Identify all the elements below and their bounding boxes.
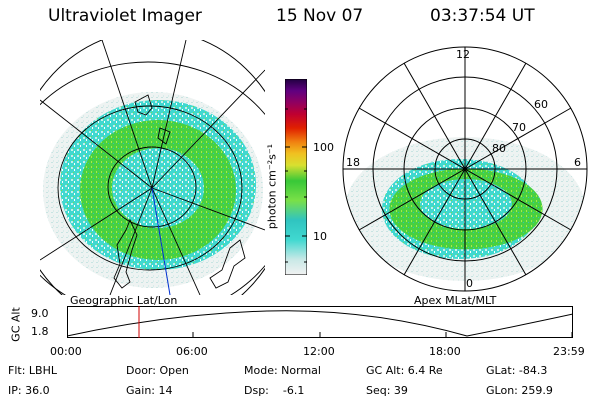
colorbar-gradient bbox=[284, 78, 308, 276]
gain-value: Gain: 14 bbox=[126, 384, 173, 397]
observation-time: 03:37:54 UT bbox=[430, 6, 535, 26]
mlt-label-0: 0 bbox=[466, 277, 473, 290]
colorbar bbox=[284, 78, 308, 276]
meridians bbox=[40, 40, 265, 295]
apex-caption: Apex MLat/MLT bbox=[414, 294, 497, 307]
filter-value: Flt: LBHL bbox=[8, 364, 57, 377]
colorbar-tick-100: 100 bbox=[313, 141, 334, 154]
door-status: Door: Open bbox=[126, 364, 189, 377]
altitude-curve-plot bbox=[66, 306, 574, 338]
mlt-label-18: 18 bbox=[346, 156, 360, 169]
geographic-image-panel bbox=[40, 40, 265, 295]
coastline bbox=[113, 94, 246, 289]
colorbar-tick-10: 10 bbox=[313, 230, 327, 243]
local-noon-meridian bbox=[151, 187, 171, 295]
time-tick-0600: 06:00 bbox=[176, 345, 208, 358]
latitude-circle bbox=[57, 105, 243, 271]
time-tick-2359: 23:59 bbox=[553, 345, 585, 358]
auroral-oval-green bbox=[80, 120, 236, 260]
time-tick-1800: 18:00 bbox=[429, 345, 461, 358]
geographic-map bbox=[40, 40, 265, 295]
mode-value: Mode: Normal bbox=[244, 364, 321, 377]
colorbar-unit-label: photon cm⁻²s⁻¹ bbox=[265, 143, 279, 230]
geographic-caption: Geographic Lat/Lon bbox=[70, 294, 178, 307]
polar-mlat-mlt-plot bbox=[342, 46, 588, 292]
altitude-ytick-max: 9.0 bbox=[31, 307, 49, 320]
ip-value: IP: 36.0 bbox=[8, 384, 50, 397]
glon-value: GLon: 259.9 bbox=[486, 384, 553, 397]
time-tick-1200: 12:00 bbox=[303, 345, 335, 358]
instrument-title: Ultraviolet Imager bbox=[48, 6, 202, 26]
polar-grid bbox=[342, 46, 588, 292]
mlt-label-12: 12 bbox=[456, 48, 470, 61]
altitude-timeline-plot bbox=[66, 306, 574, 338]
altitude-ylabel: GC Alt bbox=[9, 307, 23, 342]
time-tick-0000: 00:00 bbox=[50, 345, 82, 358]
sequence-value: Seq: 39 bbox=[366, 384, 408, 397]
mlat-label-70: 70 bbox=[512, 121, 526, 134]
mlat-label-80: 80 bbox=[492, 142, 506, 155]
mlt-label-6: 6 bbox=[574, 156, 581, 169]
polar-oval-green bbox=[389, 168, 543, 250]
mlat-label-60: 60 bbox=[534, 98, 548, 111]
latitude-circle bbox=[40, 61, 265, 295]
observation-date: 15 Nov 07 bbox=[276, 6, 364, 26]
polar-image-panel bbox=[340, 44, 590, 294]
gc-alt-value: GC Alt: 6.4 Re bbox=[366, 364, 443, 377]
altitude-ytick-min: 1.8 bbox=[31, 325, 49, 338]
altitude-curve bbox=[66, 310, 574, 337]
glat-value: GLat: -84.3 bbox=[486, 364, 548, 377]
dsp-value: Dsp: -6.1 bbox=[244, 384, 305, 397]
latitude-circle bbox=[107, 146, 197, 228]
